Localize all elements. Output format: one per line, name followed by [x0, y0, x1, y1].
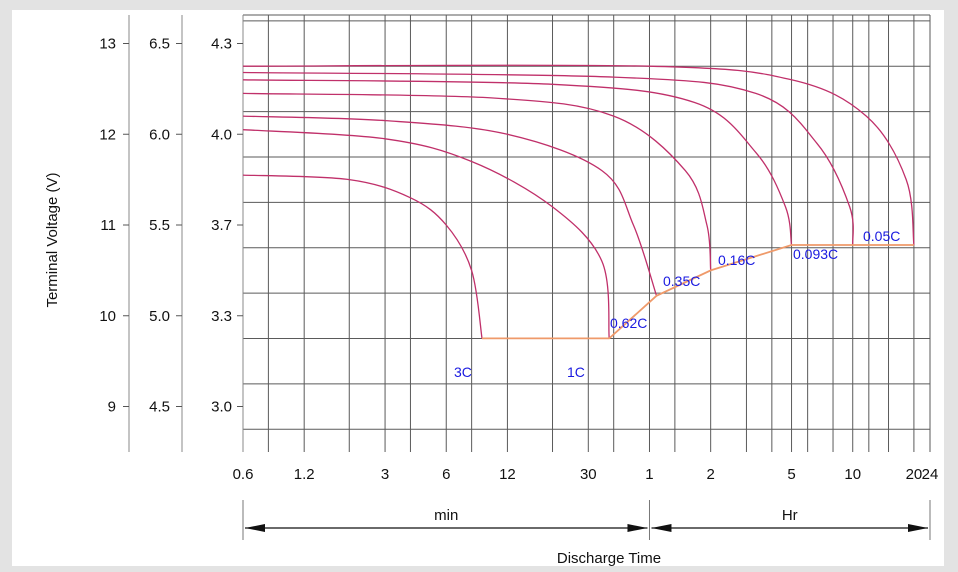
x-tick-label: 2 [706, 466, 714, 483]
rate-label: 0.62C [610, 315, 647, 331]
arrow-left-icon [245, 524, 265, 532]
x-tick-label: 24 [922, 466, 939, 483]
discharge-curve-0.093C [242, 71, 854, 246]
y-tick-label: 9 [108, 399, 116, 416]
y-tick-label: 11 [100, 217, 116, 234]
x-tick-label: 1 [645, 466, 653, 483]
x-tick-label: 3 [381, 466, 389, 483]
discharge-curve-1C [242, 129, 610, 339]
rate-label: 0.16C [718, 252, 755, 268]
arrow-left-icon [651, 524, 672, 532]
y-tick-label: 3.0 [211, 399, 232, 416]
rate-label: 3C [454, 364, 472, 380]
arrow-right-icon [627, 524, 648, 532]
y-tick-label: 5.0 [149, 308, 170, 325]
y-tick-label: 10 [99, 308, 116, 325]
y-tick-label: 6.5 [149, 36, 170, 53]
x-tick-label: 30 [580, 466, 597, 483]
rate-label: 1C [567, 364, 585, 380]
rate-label: 0.05C [863, 228, 900, 244]
discharge-curve-0.35C [242, 92, 712, 271]
discharge-curve-0.05C [242, 64, 915, 246]
y-tick-label: 4.5 [149, 399, 170, 416]
cutoff-voltage-line [482, 244, 914, 340]
y-axis-title: Terminal Voltage (V) [44, 172, 61, 307]
y-tick-label: 3.7 [211, 217, 232, 234]
y-tick-label: 4.0 [211, 126, 232, 143]
discharge-curve-3C [242, 174, 483, 339]
y-tick-label: 12 [99, 126, 116, 143]
x-tick-label: 0.6 [233, 466, 254, 483]
y-tick-label: 5.5 [149, 217, 170, 234]
rate-label: 0.093C [793, 246, 838, 262]
x-axis-title: Discharge Time [557, 550, 661, 566]
y-tick-label: 13 [99, 36, 116, 53]
discharge-curve-0.16C [242, 79, 793, 246]
chart-frame: 13 12 11 10 9 6.5 6.0 5.5 5.0 4.5 4.3 4.0 3.7 3.3 3.0 … [12, 10, 944, 566]
x-tick-label: 20 [906, 466, 923, 483]
x-tick-label: 5 [787, 466, 795, 483]
y-tick-label: 3.3 [211, 308, 232, 325]
x-tick-label: 6 [442, 466, 450, 483]
rate-label: 0.35C [663, 273, 700, 289]
band-label: Hr [782, 507, 798, 524]
x-tick-label: 1.2 [294, 466, 315, 483]
discharge-chart: 1312111096.56.05.55.04.54.34.03.73.33.0 … [44, 14, 939, 566]
x-tick-label: 12 [499, 466, 516, 483]
y-tick-label: 4.3 [211, 36, 232, 53]
band-label: min [434, 507, 458, 524]
arrow-right-icon [908, 524, 928, 532]
discharge-curve-0.62C [242, 115, 658, 296]
y-tick-label: 6.0 [149, 126, 170, 143]
x-tick-label: 10 [844, 466, 861, 483]
